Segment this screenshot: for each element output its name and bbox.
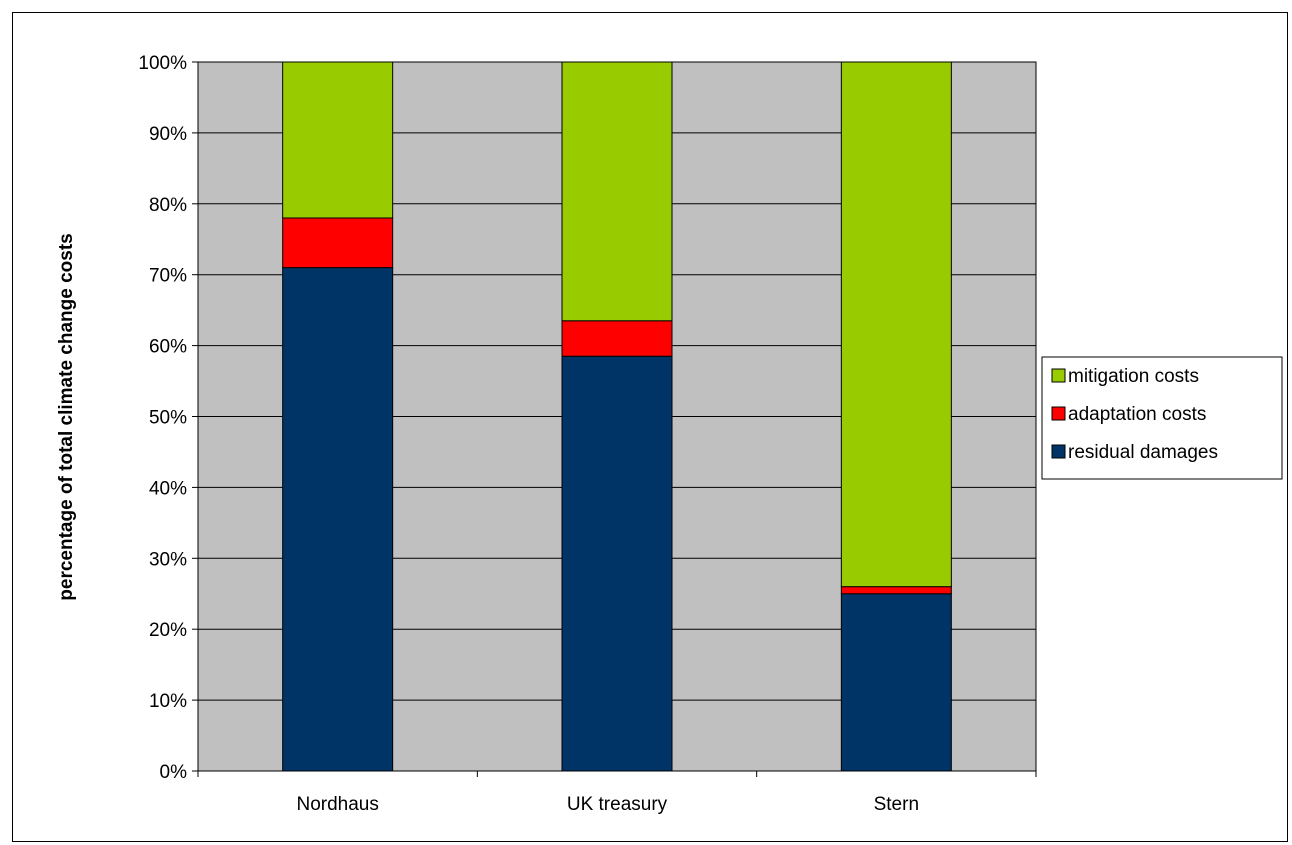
legend-label: adaptation costs bbox=[1068, 404, 1206, 425]
legend-swatch bbox=[1051, 406, 1066, 421]
legend-label: residual damages bbox=[1068, 442, 1218, 463]
y-tick-label: 80% bbox=[149, 195, 187, 216]
bar-residual-damages-nordhaus bbox=[282, 267, 394, 772]
y-tick-label: 60% bbox=[149, 337, 187, 358]
bars bbox=[282, 61, 952, 772]
y-tick-label: 90% bbox=[149, 124, 187, 145]
legend-label: mitigation costs bbox=[1068, 366, 1199, 387]
legend-swatch bbox=[1051, 444, 1066, 459]
bar-adaptation-costs-nordhaus bbox=[282, 217, 394, 269]
y-tick-labels: 0% 10% 20% 30% 40% 50% 60% 70% 80% 90% 100% bbox=[138, 53, 187, 783]
legend-swatch bbox=[1051, 368, 1066, 383]
bar-mitigation-costs-uk-treasury bbox=[561, 61, 673, 322]
y-tick-label: 100% bbox=[138, 53, 187, 74]
y-tick-label: 50% bbox=[149, 408, 187, 429]
bar-mitigation-costs-nordhaus bbox=[282, 61, 394, 219]
bar-residual-damages-uk-treasury bbox=[561, 355, 673, 772]
y-tick-label: 30% bbox=[149, 549, 187, 570]
x-tick-labels: Nordhaus UK treasury Stern bbox=[296, 794, 919, 815]
y-axis-title: percentage of total climate change costs bbox=[56, 233, 77, 600]
bar-adaptation-costs-stern bbox=[840, 586, 952, 595]
bar-residual-damages-stern bbox=[840, 593, 952, 772]
y-tick-label: 20% bbox=[149, 620, 187, 641]
x-tick-label: Stern bbox=[874, 794, 919, 815]
legend: mitigation costs adaptation costs residual… bbox=[1041, 356, 1283, 480]
axes bbox=[192, 61, 1037, 777]
x-tick-label: Nordhaus bbox=[296, 794, 378, 815]
y-tick-label: 40% bbox=[149, 478, 187, 499]
bar-mitigation-costs-stern bbox=[840, 61, 952, 588]
y-tick-label: 0% bbox=[160, 762, 188, 783]
y-tick-label: 10% bbox=[149, 691, 187, 712]
bar-adaptation-costs-uk-treasury bbox=[561, 320, 673, 357]
y-tick-label: 70% bbox=[149, 266, 187, 287]
legend-box bbox=[1041, 356, 1283, 480]
x-tick-label: UK treasury bbox=[567, 794, 668, 815]
